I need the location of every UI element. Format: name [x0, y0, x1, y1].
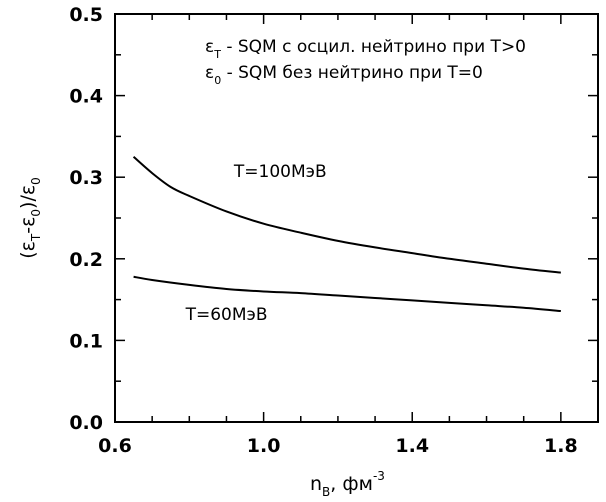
curve-label-t60: T=60МэВ [185, 305, 268, 325]
y-tick-label: 0.3 [69, 167, 103, 189]
y-tick-label: 0.4 [69, 86, 103, 108]
y-tick-label: 0.2 [69, 249, 103, 271]
series-line-t100 [132, 156, 561, 274]
x-tick-label: 1.4 [395, 435, 429, 457]
y-tick-label: 0.0 [69, 412, 103, 434]
legend-line-1: εT - SQM с осцил. нейтрино при T>0 [205, 37, 526, 61]
y-tick-label: 0.5 [69, 4, 103, 26]
axis-ticks [114, 13, 599, 423]
legend-line-2: ε0 - SQM без нейтрино при T=0 [205, 63, 483, 87]
series-line-t60 [133, 275, 561, 313]
y-axis-title: (εT-ε0)/ε0 [17, 177, 43, 259]
curve-annotations: T=100МэВ T=60МэВ [185, 162, 327, 325]
x-tick-label: 1.0 [247, 435, 281, 457]
axis-tick-labels: 0.6 1.0 1.4 1.8 0.0 0.1 0.2 0.3 0.4 0.5 [69, 4, 577, 457]
curve-label-t100: T=100МэВ [233, 162, 327, 182]
x-tick-label: 0.6 [98, 435, 132, 457]
x-axis-title: nB, фм-3 [310, 469, 385, 499]
x-tick-label: 1.8 [544, 435, 578, 457]
y-tick-label: 0.1 [69, 330, 103, 352]
data-curves [132, 156, 561, 313]
